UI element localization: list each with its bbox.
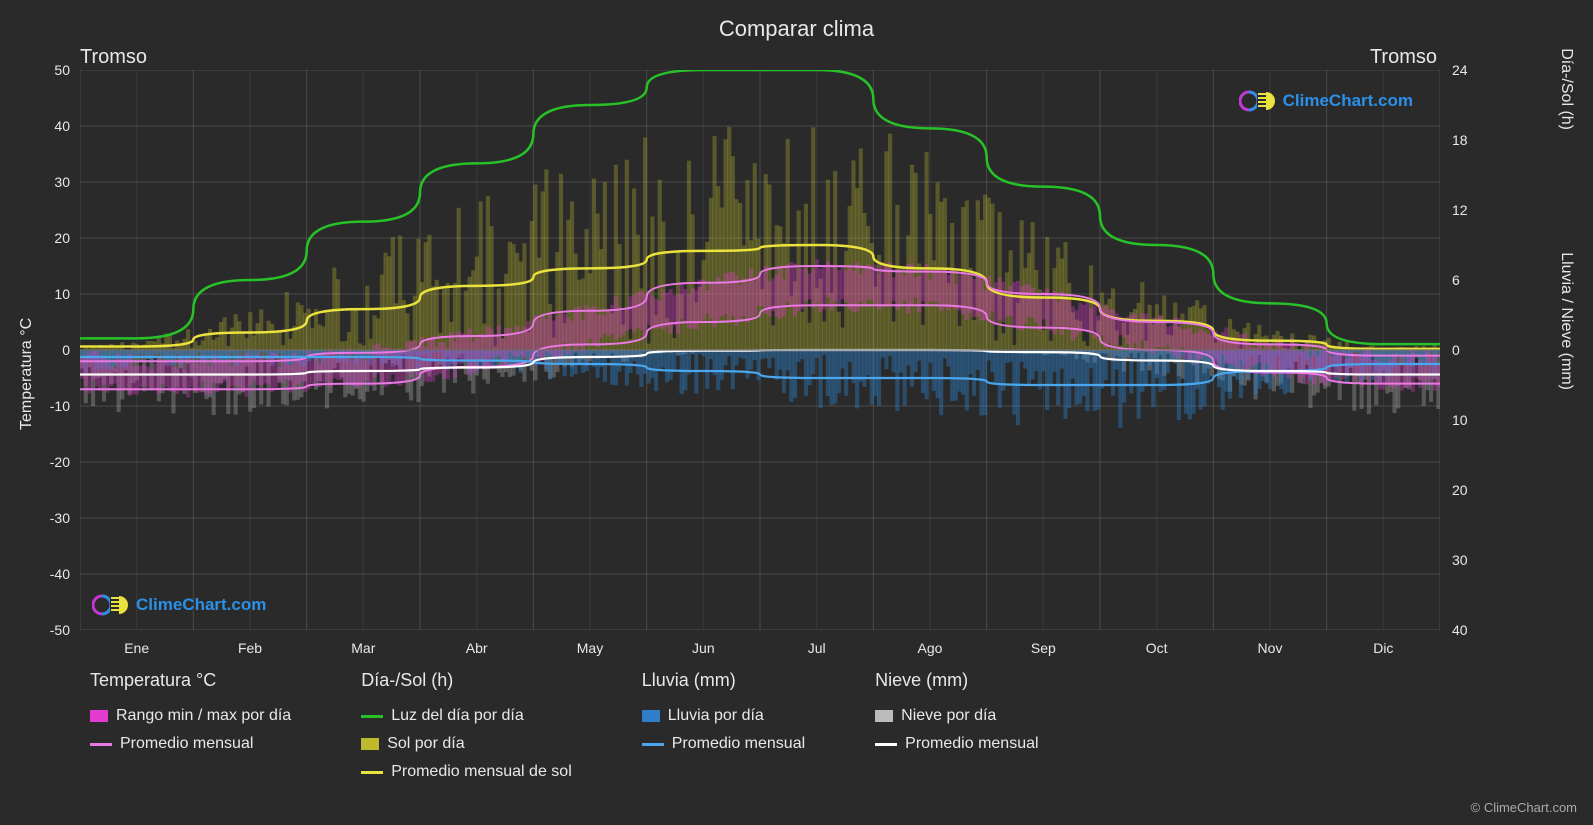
axis-tick-label: May	[577, 640, 603, 656]
legend-group: Día-/Sol (h) Luz del día por día Sol por d…	[361, 670, 572, 781]
legend-item: Sol por día	[361, 735, 572, 753]
axis-tick-label: 40	[54, 118, 70, 134]
legend-swatch-icon	[90, 710, 108, 722]
legend-swatch-icon	[642, 710, 660, 722]
axis-tick-label: Mar	[351, 640, 375, 656]
axis-tick-label: 0	[1452, 342, 1460, 358]
legend-item: Promedio mensual de sol	[361, 763, 572, 781]
legend: Temperatura °C Rango min / max por día Pro…	[90, 670, 1039, 781]
legend-header: Temperatura °C	[90, 670, 291, 691]
legend-line-icon	[90, 743, 112, 746]
legend-item-label: Sol por día	[387, 735, 464, 753]
legend-line-icon	[361, 715, 383, 718]
axis-tick-label: 50	[54, 62, 70, 78]
axis-tick-label: 0	[62, 342, 70, 358]
legend-line-icon	[642, 743, 664, 746]
legend-item: Nieve por día	[875, 707, 1038, 725]
location-label-left: Tromso	[80, 46, 147, 69]
axis-tick-label: 6	[1452, 272, 1460, 288]
axis-tick-label: 10	[54, 286, 70, 302]
climate-chart: Comparar clima Tromso Tromso Temperatura…	[0, 0, 1593, 825]
axis-tick-label: Ene	[124, 640, 149, 656]
legend-item-label: Rango min / max por día	[116, 707, 291, 725]
axis-tick-label: 20	[1452, 482, 1468, 498]
legend-item-label: Promedio mensual de sol	[391, 763, 572, 781]
axis-tick-label: -40	[50, 566, 70, 582]
chart-title: Comparar clima	[0, 16, 1593, 42]
axis-tick-label: 30	[1452, 552, 1468, 568]
legend-item: Rango min / max por día	[90, 707, 291, 725]
legend-item: Promedio mensual	[90, 735, 291, 753]
axis-tick-label: 20	[54, 230, 70, 246]
axis-tick-label: Abr	[466, 640, 488, 656]
axis-tick-label: Ago	[918, 640, 943, 656]
right-axis-top-title: Día-/Sol (h)	[1557, 48, 1575, 130]
axis-tick-label: 30	[54, 174, 70, 190]
legend-header: Lluvia (mm)	[642, 670, 805, 691]
legend-item: Promedio mensual	[875, 735, 1038, 753]
legend-item-label: Lluvia por día	[668, 707, 764, 725]
axis-tick-label: 24	[1452, 62, 1468, 78]
legend-item-label: Promedio mensual	[672, 735, 805, 753]
axis-tick-label: -30	[50, 510, 70, 526]
axis-tick-label: Jun	[692, 640, 715, 656]
axis-tick-label: Dic	[1373, 640, 1393, 656]
watermark-bottom-left: ClimeChart.com	[92, 592, 266, 618]
axis-tick-label: -20	[50, 454, 70, 470]
legend-group: Lluvia (mm) Lluvia por día Promedio mensua…	[642, 670, 805, 781]
legend-group: Temperatura °C Rango min / max por día Pro…	[90, 670, 291, 781]
axis-tick-label: Jul	[808, 640, 826, 656]
right-axis-bottom-title: Lluvia / Nieve (mm)	[1557, 252, 1575, 390]
plot-area	[80, 70, 1440, 630]
axis-tick-label: 12	[1452, 202, 1468, 218]
legend-line-icon	[875, 743, 897, 746]
climechart-logo-icon	[1239, 88, 1277, 114]
watermark-text: ClimeChart.com	[136, 595, 266, 615]
location-label-right: Tromso	[1370, 46, 1437, 69]
legend-item-label: Luz del día por día	[391, 707, 524, 725]
axis-tick-label: -50	[50, 622, 70, 638]
legend-item-label: Nieve por día	[901, 707, 996, 725]
legend-header: Día-/Sol (h)	[361, 670, 572, 691]
axis-tick-label: Sep	[1031, 640, 1056, 656]
axis-tick-label: 10	[1452, 412, 1468, 428]
legend-item: Promedio mensual	[642, 735, 805, 753]
axis-tick-label: 40	[1452, 622, 1468, 638]
axis-tick-label: Nov	[1258, 640, 1283, 656]
legend-group: Nieve (mm) Nieve por día Promedio mensual	[875, 670, 1038, 781]
climechart-logo-icon	[92, 592, 130, 618]
legend-item: Luz del día por día	[361, 707, 572, 725]
axis-tick-label: Feb	[238, 640, 262, 656]
watermark-top-right: ClimeChart.com	[1239, 88, 1413, 114]
legend-line-icon	[361, 771, 383, 774]
copyright: © ClimeChart.com	[1471, 800, 1577, 815]
axis-tick-label: -10	[50, 398, 70, 414]
legend-header: Nieve (mm)	[875, 670, 1038, 691]
axis-tick-label: Oct	[1146, 640, 1168, 656]
legend-swatch-icon	[361, 738, 379, 750]
legend-swatch-icon	[875, 710, 893, 722]
axis-tick-label: 18	[1452, 132, 1468, 148]
left-axis-title: Temperatura °C	[18, 318, 36, 430]
watermark-text: ClimeChart.com	[1283, 91, 1413, 111]
legend-item: Lluvia por día	[642, 707, 805, 725]
legend-item-label: Promedio mensual	[120, 735, 253, 753]
legend-item-label: Promedio mensual	[905, 735, 1038, 753]
